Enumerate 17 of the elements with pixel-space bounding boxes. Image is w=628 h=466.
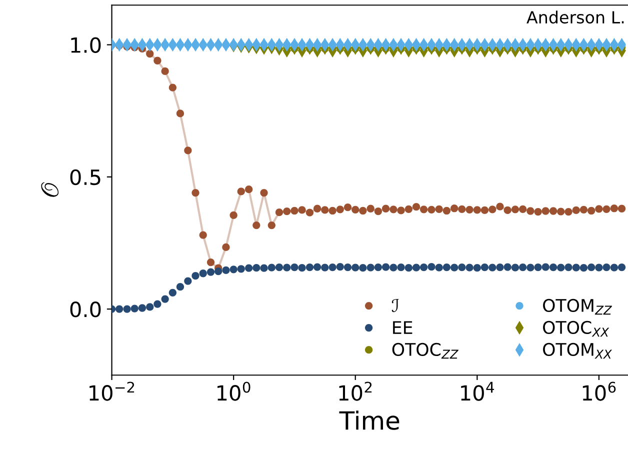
legend-label: OTOM$_{ZZ}$	[543, 298, 612, 315]
x-tick-label: 10$^{0}$	[218, 382, 250, 401]
annotation: Anderson L.	[526, 10, 624, 24]
x-tick-label: 10$^{−2}$	[90, 382, 134, 401]
legend-label: OTOM$_{XX}$	[543, 342, 612, 359]
legend-label: OTOC$_{ZZ}$	[392, 342, 458, 359]
x-tick-label: 10$^{4}$	[461, 382, 494, 401]
legend-label: OTOC$_{XX}$	[543, 320, 610, 337]
y-tick-label: 0.0	[70, 302, 101, 318]
x-tick-label: 10$^{2}$	[339, 382, 372, 401]
x-axis-title: Time	[339, 410, 400, 430]
legend-label: EE	[393, 321, 412, 334]
legend-label: ℐ	[392, 298, 399, 312]
y-axis-title: 𝒪	[41, 182, 59, 197]
y-tick-label: 0.5	[70, 169, 100, 186]
x-tick-label: 10$^{6}$	[582, 382, 616, 401]
y-tick-label: 1.0	[71, 37, 101, 53]
